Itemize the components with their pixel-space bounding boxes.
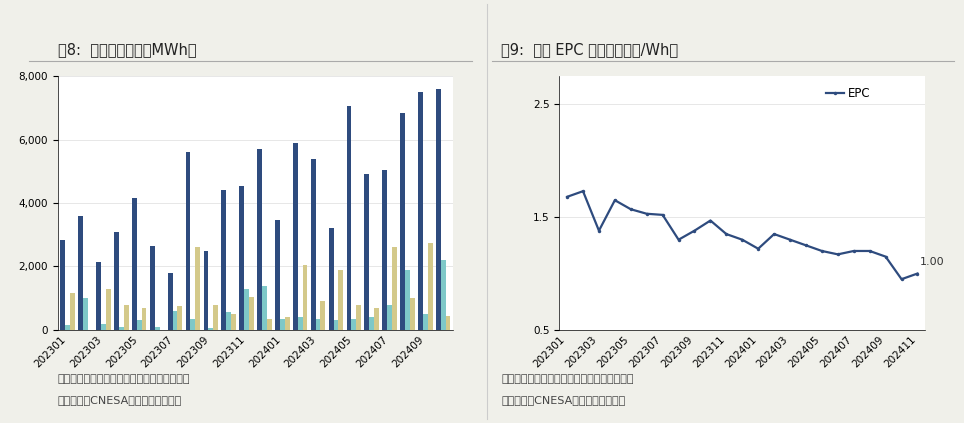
Legend: EPC, 储能设备, 储能系统: EPC, 储能设备, 储能系统 (173, 417, 338, 423)
Bar (70, 294, 75, 330)
Bar (284, 317, 289, 330)
Bar (186, 152, 191, 330)
Bar (298, 317, 303, 330)
Bar (177, 306, 182, 330)
Text: 1.00: 1.00 (920, 256, 945, 266)
Bar (61, 239, 66, 330)
Bar (436, 89, 441, 330)
Bar (357, 305, 362, 330)
Bar (191, 319, 196, 330)
Bar (142, 308, 147, 330)
Bar (423, 314, 428, 330)
Bar (418, 92, 423, 330)
Bar (83, 298, 88, 330)
Bar (257, 149, 262, 330)
Text: 图9:  储能 EPC 中标均价（元/Wh）: 图9: 储能 EPC 中标均价（元/Wh） (501, 42, 679, 57)
Bar (231, 314, 236, 330)
Bar (369, 317, 374, 330)
Bar (329, 228, 334, 330)
Bar (168, 273, 173, 330)
Bar (347, 106, 352, 330)
Legend: EPC: EPC (821, 82, 875, 104)
Bar (173, 311, 177, 330)
Bar (137, 321, 142, 330)
Bar (244, 289, 249, 330)
Bar (405, 270, 410, 330)
Bar (293, 143, 298, 330)
Bar (392, 247, 397, 330)
Bar (208, 328, 213, 330)
Bar (334, 321, 338, 330)
Bar (249, 297, 254, 330)
Bar (123, 305, 128, 330)
Bar (303, 265, 308, 330)
Bar (149, 246, 154, 330)
Text: 储能头条，CNESA，东吴证券研究所: 储能头条，CNESA，东吴证券研究所 (58, 396, 182, 406)
Bar (388, 305, 392, 330)
Bar (222, 190, 227, 330)
Bar (320, 301, 325, 330)
Bar (78, 216, 83, 330)
Bar (374, 308, 379, 330)
Bar (101, 324, 106, 330)
Bar (196, 247, 201, 330)
Bar (114, 232, 119, 330)
Bar (352, 319, 357, 330)
Bar (203, 250, 208, 330)
Bar (106, 289, 111, 330)
Bar (383, 170, 388, 330)
Bar (280, 319, 284, 330)
Bar (132, 198, 137, 330)
Bar (262, 286, 267, 330)
Text: 数据来源：北极星储能网，储能与电力市场，: 数据来源：北极星储能网，储能与电力市场， (58, 374, 190, 385)
Bar (66, 325, 70, 330)
Bar (154, 327, 159, 330)
Bar (441, 260, 445, 330)
Bar (310, 159, 315, 330)
Bar (275, 220, 280, 330)
Bar (96, 262, 101, 330)
Bar (364, 174, 369, 330)
Bar (119, 327, 123, 330)
Bar (213, 305, 218, 330)
Text: 数据来源：北极星储能网，储能与电力市场，: 数据来源：北极星储能网，储能与电力市场， (501, 374, 633, 385)
Bar (227, 313, 231, 330)
Bar (428, 243, 433, 330)
Bar (338, 270, 343, 330)
Bar (410, 298, 415, 330)
Bar (400, 113, 405, 330)
Text: 图8:  储能项目中标（MWh）: 图8: 储能项目中标（MWh） (58, 42, 197, 57)
Bar (267, 319, 272, 330)
Text: 储能头条，CNESA，东吴证券研究所: 储能头条，CNESA，东吴证券研究所 (501, 396, 626, 406)
Bar (315, 319, 320, 330)
Bar (239, 186, 244, 330)
Bar (445, 316, 450, 330)
